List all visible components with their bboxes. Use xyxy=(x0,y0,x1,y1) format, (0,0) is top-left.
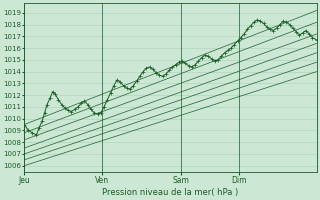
X-axis label: Pression niveau de la mer( hPa ): Pression niveau de la mer( hPa ) xyxy=(102,188,238,197)
